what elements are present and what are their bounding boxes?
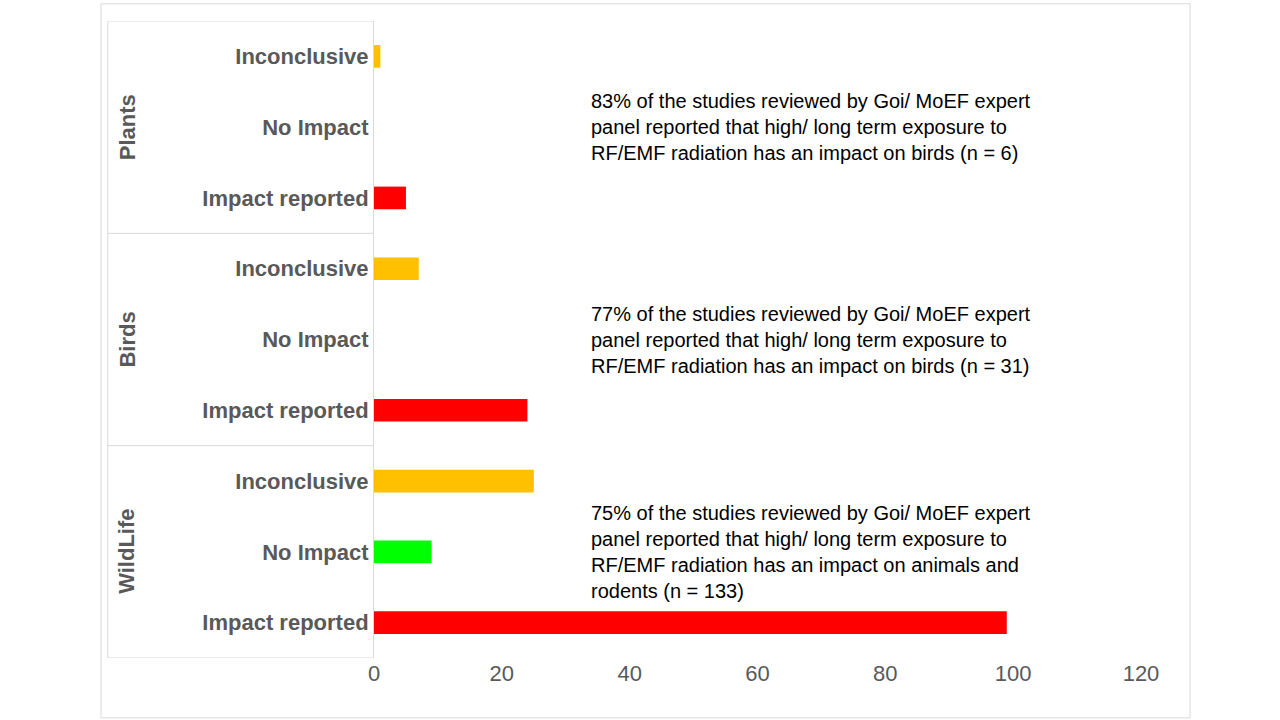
svg-text:Birds: Birds [115,311,140,367]
svg-text:60: 60 [745,661,769,686]
svg-text:Impact reported: Impact reported [202,610,368,635]
svg-text:83% of the studies reviewed by: 83% of the studies reviewed by Goi/ MoEF… [591,90,1031,164]
svg-text:No Impact: No Impact [262,540,369,565]
svg-text:Plants: Plants [115,94,140,160]
svg-text:Impact reported: Impact reported [202,398,368,423]
svg-text:120: 120 [1123,661,1160,686]
svg-text:Inconclusive: Inconclusive [235,256,368,281]
svg-text:100: 100 [995,661,1032,686]
svg-text:80: 80 [873,661,897,686]
svg-text:75% of the studies reviewed by: 75% of the studies reviewed by Goi/ MoEF… [591,502,1031,602]
svg-text:0: 0 [368,661,380,686]
svg-text:20: 20 [490,661,514,686]
svg-text:40: 40 [617,661,641,686]
svg-text:No Impact: No Impact [262,327,369,352]
svg-text:Impact reported: Impact reported [202,186,368,211]
svg-text:Inconclusive: Inconclusive [235,469,368,494]
svg-text:Inconclusive: Inconclusive [235,44,368,69]
svg-text:77% of the studies reviewed by: 77% of the studies reviewed by Goi/ MoEF… [591,303,1031,377]
svg-text:No Impact: No Impact [262,115,369,140]
svg-text:WildLife: WildLife [114,508,139,593]
